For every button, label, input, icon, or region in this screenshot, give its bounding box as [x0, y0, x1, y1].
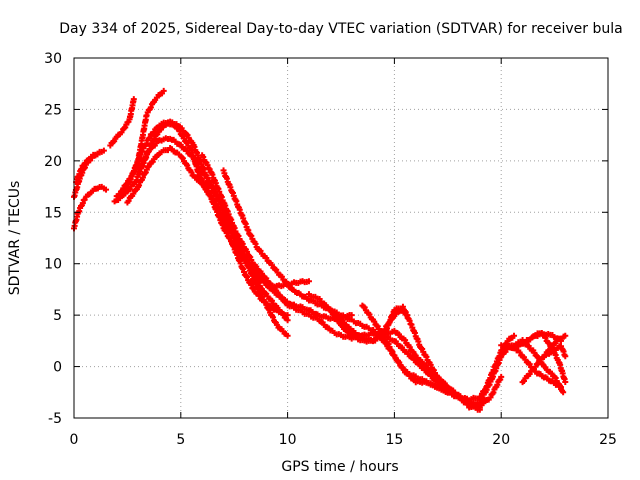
data-point	[427, 361, 434, 368]
y-tick-label: 30	[44, 51, 62, 67]
data-point	[305, 278, 312, 285]
data-point	[476, 406, 483, 413]
x-tick-label: 20	[492, 432, 510, 448]
data-point	[118, 129, 125, 136]
x-tick-label: 25	[599, 432, 617, 448]
series-track-21	[530, 330, 569, 385]
series-track-22	[540, 343, 569, 360]
x-tick-label: 5	[176, 432, 185, 448]
data-point	[146, 134, 153, 141]
data-point	[160, 87, 167, 94]
data-point	[130, 96, 137, 103]
data-point	[103, 186, 110, 193]
data-point	[284, 317, 291, 324]
data-point	[552, 352, 559, 359]
x-axis-title: GPS time / hours	[281, 459, 398, 475]
data-point	[220, 214, 227, 221]
data-point	[556, 382, 563, 389]
x-tick-label: 15	[385, 432, 403, 448]
data-point	[423, 353, 430, 360]
data-point	[200, 154, 207, 161]
data-points	[71, 87, 569, 413]
data-point	[100, 147, 107, 154]
data-point	[244, 274, 251, 281]
y-tick-label: -5	[48, 411, 62, 427]
data-point	[284, 312, 291, 319]
data-point	[143, 140, 150, 147]
data-point	[552, 375, 559, 382]
data-point	[542, 334, 549, 341]
data-point	[96, 149, 103, 156]
data-point	[562, 332, 569, 339]
x-tick-label: 0	[70, 432, 79, 448]
y-tick-label: 20	[44, 154, 62, 170]
plot-frame	[73, 57, 609, 419]
data-point	[204, 184, 211, 191]
data-point	[498, 373, 505, 380]
series-track-19	[508, 337, 567, 396]
series-track-4	[107, 96, 137, 149]
data-point	[227, 227, 234, 234]
y-tick-label: 5	[53, 308, 62, 324]
data-point	[511, 332, 518, 339]
x-tick-label: 10	[279, 432, 297, 448]
y-tick-label: 15	[44, 205, 62, 221]
data-point	[239, 240, 246, 247]
grid-lines	[74, 58, 608, 418]
data-point	[216, 206, 223, 213]
axis-ticks	[73, 57, 609, 419]
x-tick-labels: 0 5 10 15 20 25	[70, 432, 617, 448]
y-tick-labels: -5 0 5 10 15 20 25 30	[44, 51, 62, 427]
data-point	[147, 104, 154, 111]
chart-title: Day 334 of 2025, Sidereal Day-to-day VTE…	[59, 21, 622, 37]
y-tick-label: 0	[53, 360, 62, 376]
data-point	[562, 379, 569, 385]
series-track-1	[71, 147, 107, 200]
data-point	[560, 389, 567, 396]
data-point	[562, 353, 569, 360]
y-tick-label: 25	[44, 102, 62, 118]
y-tick-label: 10	[44, 257, 62, 273]
data-point	[235, 232, 242, 239]
data-point	[252, 240, 259, 247]
series-track-3	[73, 149, 103, 186]
y-axis-title: SDTVAR / TECUs	[7, 181, 23, 296]
data-point	[284, 332, 291, 339]
